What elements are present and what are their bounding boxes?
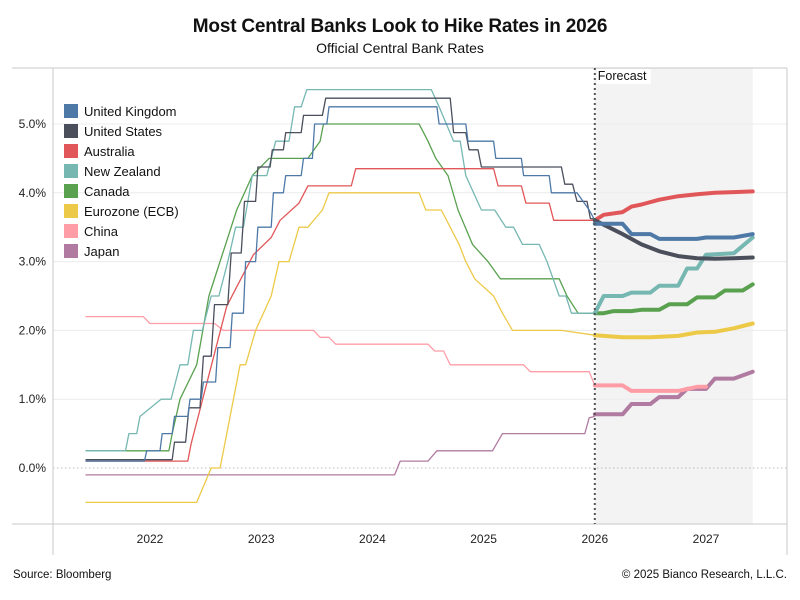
legend-label: Canada [84,183,130,199]
forecast-line-japan [592,369,755,417]
legend-label: United Kingdom [84,103,177,119]
legend-item-japan: Japan [64,241,179,261]
history-line-united-kingdom [85,106,596,462]
legend-item-eurozone-ecb: Eurozone (ECB) [64,201,179,221]
legend-label: United States [84,123,163,139]
y-tick-label: 4.0% [19,186,47,200]
legend-label: Japan [84,243,120,259]
y-tick-label: 1.0% [19,392,47,406]
history-line-new-zealand [85,88,595,452]
y-axis: 0.0% 1.0% 2.0% 3.0% 4.0% 5.0% [19,117,47,475]
forecast-lines [592,189,755,417]
legend-swatch [64,224,78,238]
plot-frame [12,67,788,555]
legend-swatch [64,244,78,258]
forecast-label: Forecast [598,69,647,83]
legend-item-china: China [64,221,179,241]
chart-subtitle: Official Central Bank Rates [316,40,484,56]
history-lines [85,88,596,504]
y-tick-label: 5.0% [19,117,47,131]
legend-swatch [64,124,78,138]
y-tick-label: 2.0% [19,323,47,337]
x-tick-label: 2025 [470,532,497,546]
copyright-note: © 2025 Bianco Research, L.L.C. [621,569,787,581]
x-tick-label: 2027 [693,532,720,546]
chart-title: Most Central Banks Look to Hike Rates in… [192,16,608,37]
legend-swatch [64,144,78,158]
history-line-japan [85,415,595,476]
history-line-australia [85,168,595,462]
legend-item-australia: Australia [64,141,179,161]
legend-label: Eurozone (ECB) [84,203,179,219]
gridlines [53,123,787,400]
forecast-line-new-zealand [592,235,755,316]
x-tick-label: 2024 [359,532,386,546]
forecast-line-united-kingdom [592,221,755,241]
legend-item-new-zealand: New Zealand [64,161,179,181]
legend-swatch [64,184,78,198]
x-tick-label: 2023 [248,532,275,546]
legend-item-united-states: United States [64,121,179,141]
source-note: Source: Bloomberg [13,569,112,581]
forecast-line-australia [592,189,755,223]
legend-swatch [64,204,78,218]
forecast-line-canada [592,282,755,316]
history-line-united-states [85,97,595,461]
forecast-line-eurozone-ecb [592,321,755,340]
y-tick-label: 3.0% [19,255,47,269]
forecast-line-china [592,383,708,393]
legend: United Kingdom United States Australia New … [64,101,179,261]
history-line-china [85,315,596,386]
legend-swatch [64,164,78,178]
legend-label: New Zealand [84,163,161,179]
x-axis: 2022 2023 2024 2025 2026 2027 [137,532,720,546]
legend-label: Australia [84,143,135,159]
forecast-label-background [596,69,651,84]
legend-item-canada: Canada [64,181,179,201]
history-line-eurozone-ecb [85,192,595,504]
legend-label: China [84,223,118,239]
legend-swatch [64,104,78,118]
x-tick-label: 2026 [581,532,608,546]
y-tick-label: 0.0% [19,461,47,475]
forecast-line-united-states [592,218,755,261]
x-tick-label: 2022 [137,532,164,546]
legend-item-united-kingdom: United Kingdom [64,101,179,121]
